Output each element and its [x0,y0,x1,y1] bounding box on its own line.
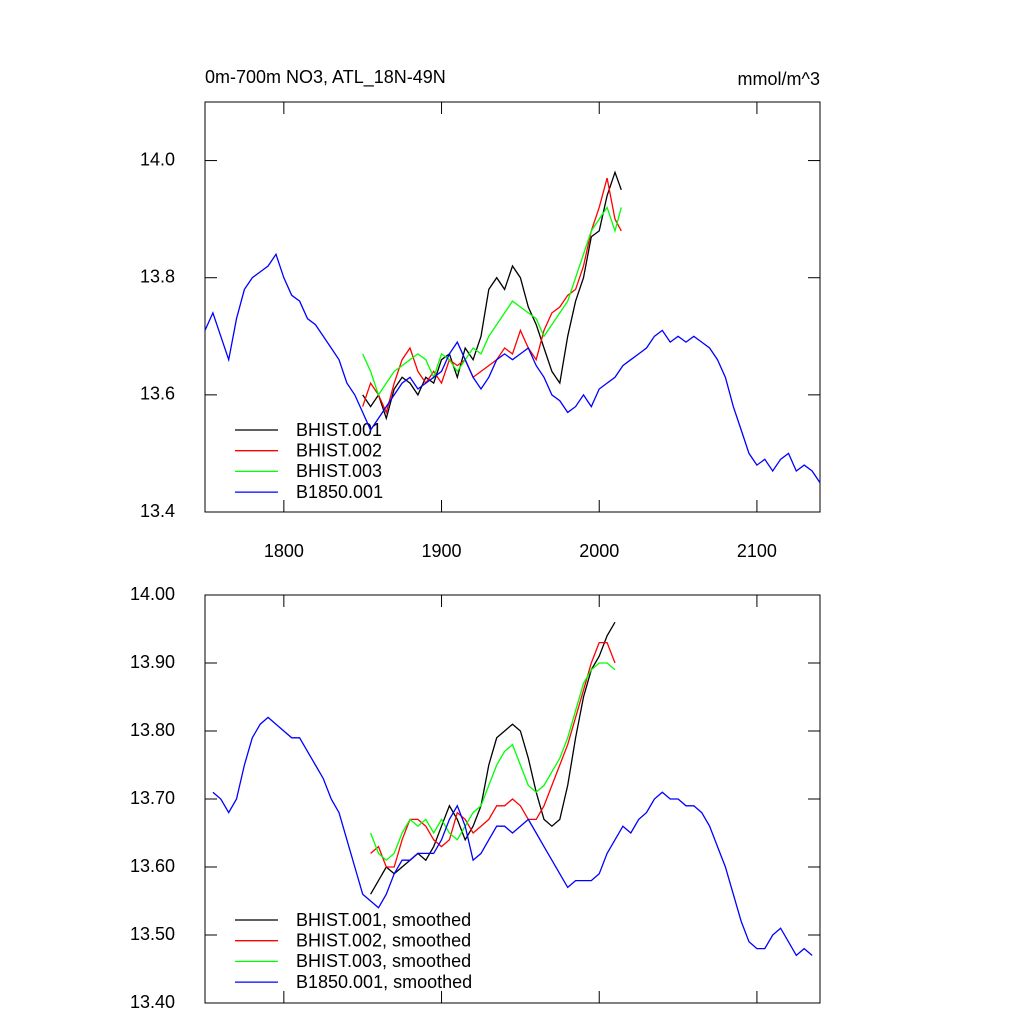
legend-label: BHIST.001 [296,420,382,440]
plot-frame [204,101,821,513]
legend-label: BHIST.003, smoothed [296,951,471,971]
chart-title: 0m-700m NO3, ATL_18N-49N [205,67,446,88]
y-tick-label: 14.00 [130,584,175,604]
y-tick-label: 13.6 [140,384,175,404]
series-line [370,621,616,895]
legend-label: BHIST.003 [296,461,382,481]
y-tick-label: 13.8 [140,266,175,286]
series-line [212,716,813,957]
series-line [362,205,622,397]
series-line [369,662,616,862]
legend-label: BHIST.001, smoothed [296,910,471,930]
y-tick-label: 13.90 [130,652,175,672]
legend-label: B1850.001, smoothed [296,972,472,992]
units-label: mmol/m^3 [738,69,820,89]
series-line [370,641,616,868]
legend-label: B1850.001 [296,482,383,502]
y-tick-label: 13.40 [130,992,175,1012]
y-tick-label: 14.0 [140,149,175,169]
legend-label: BHIST.002 [296,440,382,460]
x-tick-label: 1900 [422,541,462,561]
series-line [362,177,622,415]
x-tick-label: 2000 [579,541,619,561]
y-tick-label: 13.70 [130,788,175,808]
y-tick-label: 13.4 [140,501,175,521]
y-tick-label: 13.80 [130,720,175,740]
series-line [362,170,622,421]
x-tick-label: 1800 [264,541,304,561]
y-tick-label: 13.60 [130,856,175,876]
x-tick-label: 2100 [737,541,777,561]
y-tick-label: 13.50 [130,924,175,944]
legend-label: BHIST.002, smoothed [296,930,471,950]
series-line [204,252,821,484]
